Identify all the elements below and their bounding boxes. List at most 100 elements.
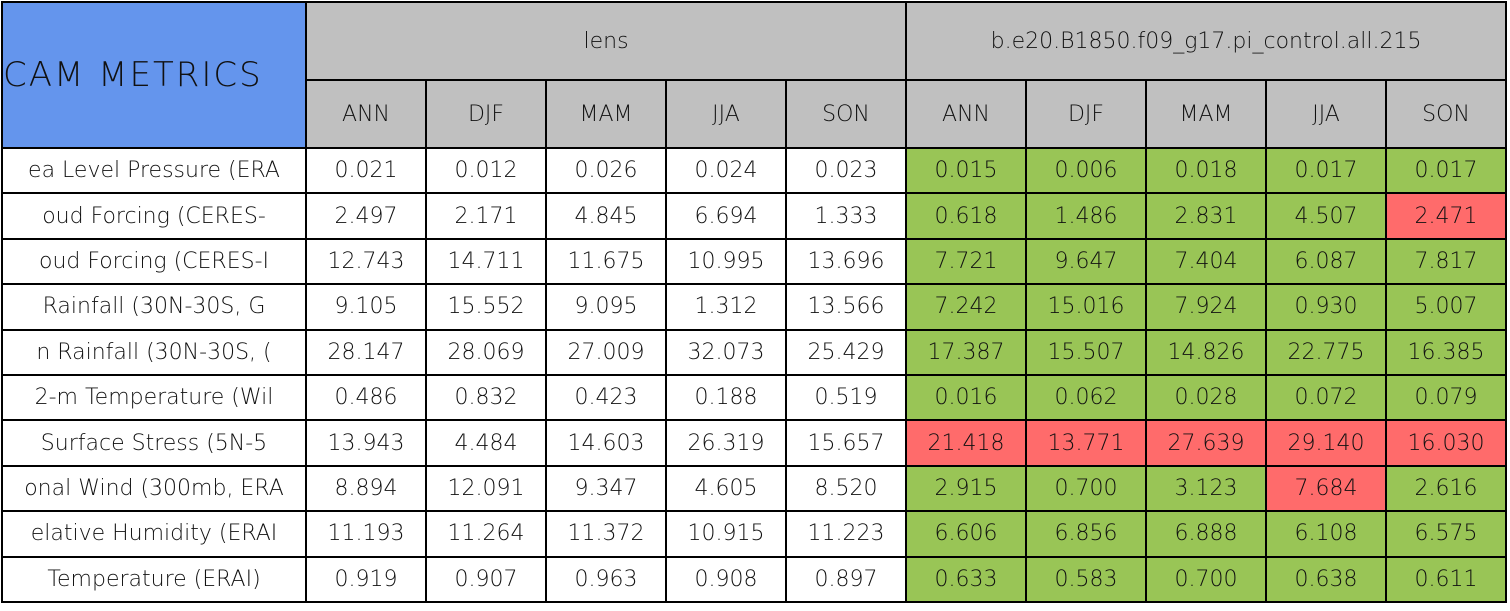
column-name: SON: [1422, 101, 1470, 127]
value-cell: 0.611: [1385, 555, 1508, 603]
value-cell: 0.021: [305, 146, 427, 195]
data-row: onal Wind (300mb, ERA 8.894 12.091 9.347 4.6…: [1, 464, 1508, 513]
value: 10.915: [687, 521, 765, 547]
value: 16.030: [1407, 430, 1485, 456]
value: 2.915: [934, 475, 998, 501]
value-cell: 27.639: [1145, 419, 1268, 467]
group-name: lens: [583, 28, 629, 54]
value-cell: 12.091: [425, 464, 547, 513]
value: 4.605: [694, 475, 758, 501]
value: 0.638: [1294, 566, 1358, 592]
value-cell: 4.605: [665, 464, 787, 513]
value-cell: 11.264: [425, 510, 547, 558]
value: 0.015: [934, 158, 998, 184]
value: 7.721: [934, 248, 998, 274]
value-cell: 11.675: [545, 237, 667, 286]
value: 0.919: [334, 566, 398, 592]
value-cell: 15.552: [425, 283, 547, 331]
value: 0.016: [934, 385, 998, 411]
column-header: SON: [1385, 79, 1508, 149]
value: 7.404: [1174, 248, 1238, 274]
value: 15.507: [1047, 339, 1125, 365]
value-cell: 28.147: [305, 328, 427, 376]
value: 1.486: [1054, 203, 1118, 229]
column-header: JJA: [665, 79, 787, 149]
column-name: ANN: [342, 101, 390, 127]
value: 16.385: [1407, 339, 1485, 365]
value-cell: 0.618: [905, 192, 1028, 240]
value-cell: 1.486: [1025, 192, 1148, 240]
column-name: MAM: [1179, 101, 1233, 127]
value: 26.319: [687, 430, 765, 456]
header-row: ANN DJF MAM JJA SON ANN DJF MAM JJA SON: [2, 79, 1508, 149]
value-cell: 0.486: [305, 373, 427, 422]
value-cell: 2.171: [425, 192, 547, 240]
value: 8.520: [814, 475, 878, 501]
value: 6.575: [1414, 521, 1478, 547]
value: 0.611: [1414, 566, 1478, 592]
value-cell: 2.831: [1145, 192, 1268, 240]
column-header: ANN: [305, 79, 427, 149]
value-cell: 15.657: [784, 419, 908, 467]
value: 6.108: [1294, 521, 1358, 547]
value: 9.647: [1054, 248, 1118, 274]
value: 0.188: [694, 385, 758, 411]
value-cell: 6.087: [1265, 237, 1388, 286]
value: 9.095: [574, 294, 638, 320]
value-cell: 8.894: [305, 464, 427, 513]
value-cell: 2.616: [1385, 464, 1508, 513]
row-label-cell: Temperature (ERAI): [1, 555, 307, 603]
value-cell: 22.775: [1265, 328, 1388, 376]
value-cell: 13.771: [1025, 419, 1148, 467]
column-name: JJA: [712, 101, 740, 127]
value: 1.333: [814, 203, 878, 229]
value: 14.826: [1167, 339, 1245, 365]
value: 0.519: [814, 385, 878, 411]
value: 0.028: [1174, 385, 1238, 411]
value: 0.021: [334, 158, 398, 184]
value-cell: 2.915: [905, 464, 1028, 513]
value: 0.072: [1294, 385, 1358, 411]
value-cell: 0.072: [1265, 373, 1388, 422]
value-cell: 0.907: [425, 555, 547, 603]
value-cell: 10.915: [665, 510, 787, 558]
value-cell: 0.017: [1265, 146, 1388, 195]
value: 13.696: [807, 248, 885, 274]
value: 17.387: [927, 339, 1005, 365]
value-cell: 0.016: [905, 373, 1028, 422]
value: 0.006: [1054, 158, 1118, 184]
data-row: 2-m Temperature (Wil 0.486 0.832 0.423 0.188…: [1, 373, 1508, 422]
value-cell: 0.017: [1385, 146, 1508, 195]
value-cell: 17.387: [905, 328, 1028, 376]
row-label: 2-m Temperature (Wil: [34, 385, 274, 411]
value-cell: 3.123: [1145, 464, 1268, 513]
value-cell: 0.700: [1025, 464, 1148, 513]
value-cell: 0.930: [1265, 283, 1388, 331]
value-cell: 5.007: [1385, 283, 1508, 331]
value-cell: 21.418: [905, 419, 1028, 467]
row-label: onal Wind (300mb, ERA: [24, 475, 284, 501]
value: 0.908: [694, 566, 758, 592]
value-cell: 26.319: [665, 419, 787, 467]
value-cell: 0.018: [1145, 146, 1268, 195]
value: 0.618: [934, 203, 998, 229]
value: 5.007: [1414, 294, 1478, 320]
value: 0.423: [574, 385, 638, 411]
value-cell: 0.700: [1145, 555, 1268, 603]
value: 7.684: [1294, 475, 1358, 501]
value: 12.743: [327, 248, 405, 274]
value-cell: 7.684: [1265, 464, 1388, 513]
value: 27.639: [1167, 430, 1245, 456]
value-cell: 0.026: [545, 146, 667, 195]
value: 7.817: [1414, 248, 1478, 274]
row-label: Rainfall (30N-30S, G: [42, 294, 266, 320]
row-label-cell: Surface Stress (5N-5: [1, 419, 307, 467]
value: 2.616: [1414, 475, 1478, 501]
value-cell: 7.817: [1385, 237, 1508, 286]
value-cell: 0.897: [784, 555, 908, 603]
value: 28.147: [327, 339, 405, 365]
value: 0.017: [1414, 158, 1478, 184]
value-cell: 15.016: [1025, 283, 1148, 331]
value: 15.657: [807, 430, 885, 456]
